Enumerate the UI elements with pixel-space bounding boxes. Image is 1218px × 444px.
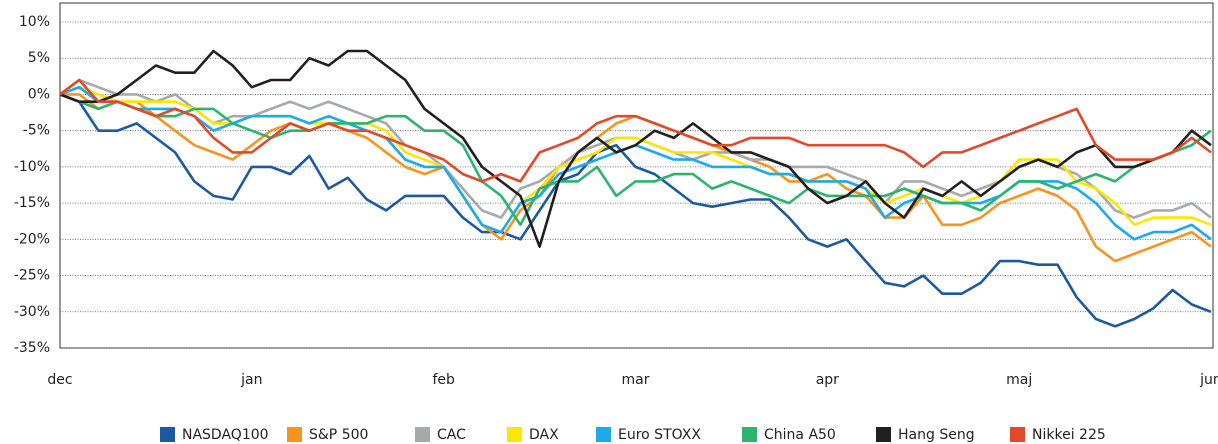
legend-label: CAC (437, 427, 466, 443)
x-tick-label: dec (47, 372, 72, 388)
legend-label: S&P 500 (309, 427, 368, 443)
x-tick-label: maj (1006, 372, 1032, 388)
y-tick-label: -30% (14, 304, 50, 320)
x-tick-label: apr (816, 372, 839, 388)
plot-frame (59, 2, 1214, 349)
series-line (59, 93, 1212, 328)
series-line (59, 93, 1212, 227)
y-tick-label: -20% (14, 231, 50, 247)
series-line (59, 49, 1212, 248)
legend-label: Euro STOXX (618, 427, 701, 443)
y-tick-label: 10% (19, 14, 50, 30)
series-line (60, 93, 1212, 263)
y-tick-label: -15% (14, 195, 50, 211)
series-line (59, 85, 1212, 241)
series-line (59, 78, 1212, 183)
y-tick-label: -5% (23, 123, 50, 139)
legend-swatch (1010, 427, 1025, 442)
legend-swatch (160, 427, 175, 442)
legend-swatch (876, 427, 891, 442)
x-tick-label: mar (622, 372, 650, 388)
y-tick-label: 5% (28, 50, 50, 66)
legend-swatch (415, 427, 430, 442)
legend-label: Nikkei 225 (1032, 427, 1106, 443)
x-tick-label: feb (432, 372, 455, 388)
legend-label: Hang Seng (898, 427, 975, 443)
legend-label: DAX (529, 427, 559, 443)
legend-label: NASDAQ100 (182, 427, 269, 443)
legend-swatch (287, 427, 302, 442)
series-line (59, 78, 1212, 219)
legend-swatch (596, 427, 611, 442)
y-tick-label: -25% (14, 268, 50, 284)
y-tick-label: -10% (14, 159, 50, 175)
legend-swatch (507, 427, 522, 442)
x-tick-label: jun (1199, 372, 1218, 388)
y-tick-label: 0% (28, 86, 50, 102)
x-tick-label: jan (240, 372, 262, 388)
legend-label: China A50 (764, 427, 836, 443)
legend-swatch (742, 427, 757, 442)
y-tick-label: -35% (14, 340, 50, 356)
